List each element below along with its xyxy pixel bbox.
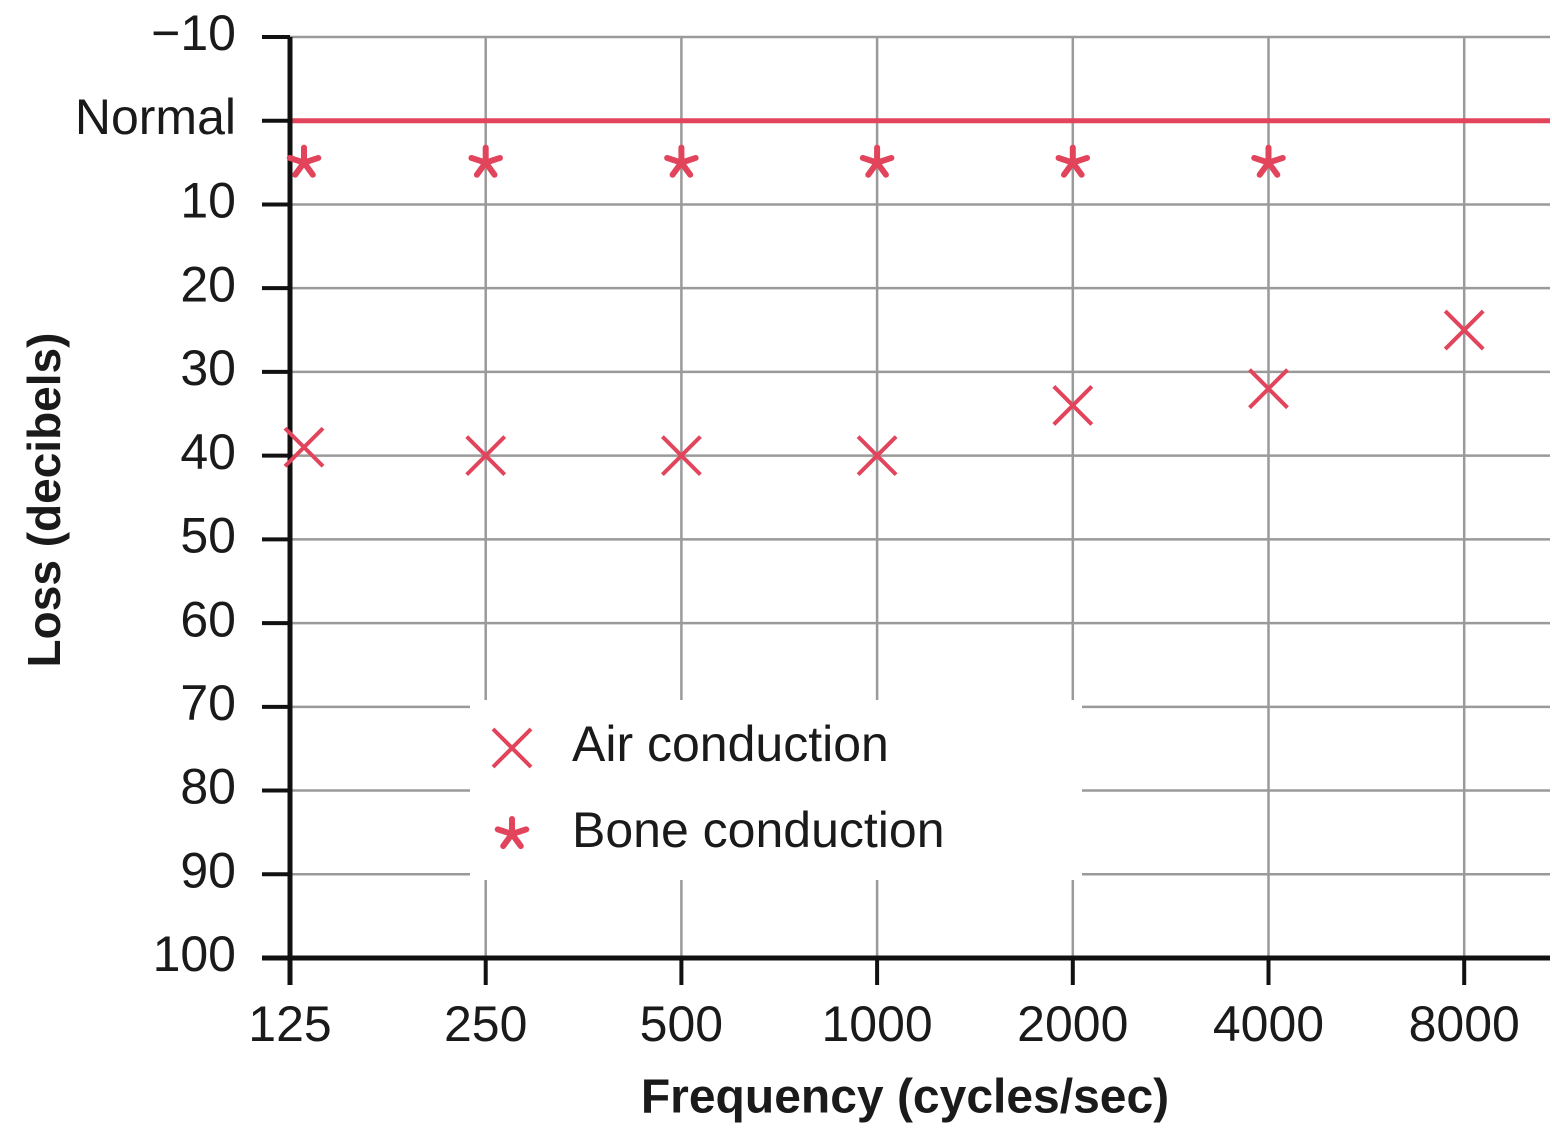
star-stroke <box>286 144 322 178</box>
data-point <box>1248 368 1289 410</box>
data-point <box>859 144 895 178</box>
x-tick-label: 4000 <box>1213 996 1324 1052</box>
y-tick-label: 60 <box>180 591 236 647</box>
y-axis-title: Loss (decibels) <box>18 333 70 668</box>
legend-marker <box>494 816 530 850</box>
x-tick-label: 1000 <box>821 996 932 1052</box>
x-stroke <box>660 435 702 477</box>
y-tick-label: 70 <box>180 675 236 731</box>
y-tick-label: 30 <box>180 340 236 396</box>
y-tick-label: Normal <box>75 89 236 145</box>
x-stroke <box>856 435 898 477</box>
legend: Air conduction Bone conduction <box>470 700 1082 880</box>
y-tick-label: 100 <box>153 926 236 982</box>
x-stroke <box>491 727 533 769</box>
star-stroke <box>859 144 895 178</box>
x-axis-title: Frequency (cycles/sec) <box>641 1071 1169 1124</box>
x-stroke <box>283 426 325 468</box>
data-point <box>660 435 702 477</box>
x-stroke <box>1052 384 1094 426</box>
star-stroke <box>468 144 503 178</box>
x-tick-label: 250 <box>444 996 527 1052</box>
data-point <box>1443 309 1485 351</box>
star-stroke <box>664 144 699 178</box>
x-tick-label: 500 <box>640 996 723 1052</box>
data-point <box>286 144 322 178</box>
data-point <box>1055 144 1091 178</box>
data-point <box>1052 384 1094 426</box>
star-stroke <box>494 816 530 850</box>
data-point <box>664 144 699 178</box>
x-tick-label: 125 <box>248 996 331 1052</box>
y-tick-label: 90 <box>180 842 236 898</box>
x-stroke <box>1443 309 1485 351</box>
y-tick-label: 80 <box>180 759 236 815</box>
y-tick-label: 20 <box>180 256 236 312</box>
data-point <box>468 144 503 178</box>
star-stroke <box>1251 144 1286 178</box>
legend-label: Bone conduction <box>572 802 945 858</box>
x-stroke <box>465 435 507 477</box>
x-tick-label: 2000 <box>1017 996 1128 1052</box>
y-tick-label: 40 <box>180 424 236 480</box>
data-point <box>1251 144 1286 178</box>
data-point <box>465 435 507 477</box>
data-point <box>283 426 325 468</box>
y-tick-label: −10 <box>151 5 236 61</box>
y-tick-label: 50 <box>180 508 236 564</box>
x-stroke <box>1248 368 1289 410</box>
legend-label: Air conduction <box>572 716 889 772</box>
legend-box <box>470 700 1082 880</box>
data-point <box>856 435 898 477</box>
y-tick-label: 10 <box>180 173 236 229</box>
legend-marker <box>491 727 533 769</box>
x-tick-label: 8000 <box>1409 996 1520 1052</box>
star-stroke <box>1055 144 1091 178</box>
